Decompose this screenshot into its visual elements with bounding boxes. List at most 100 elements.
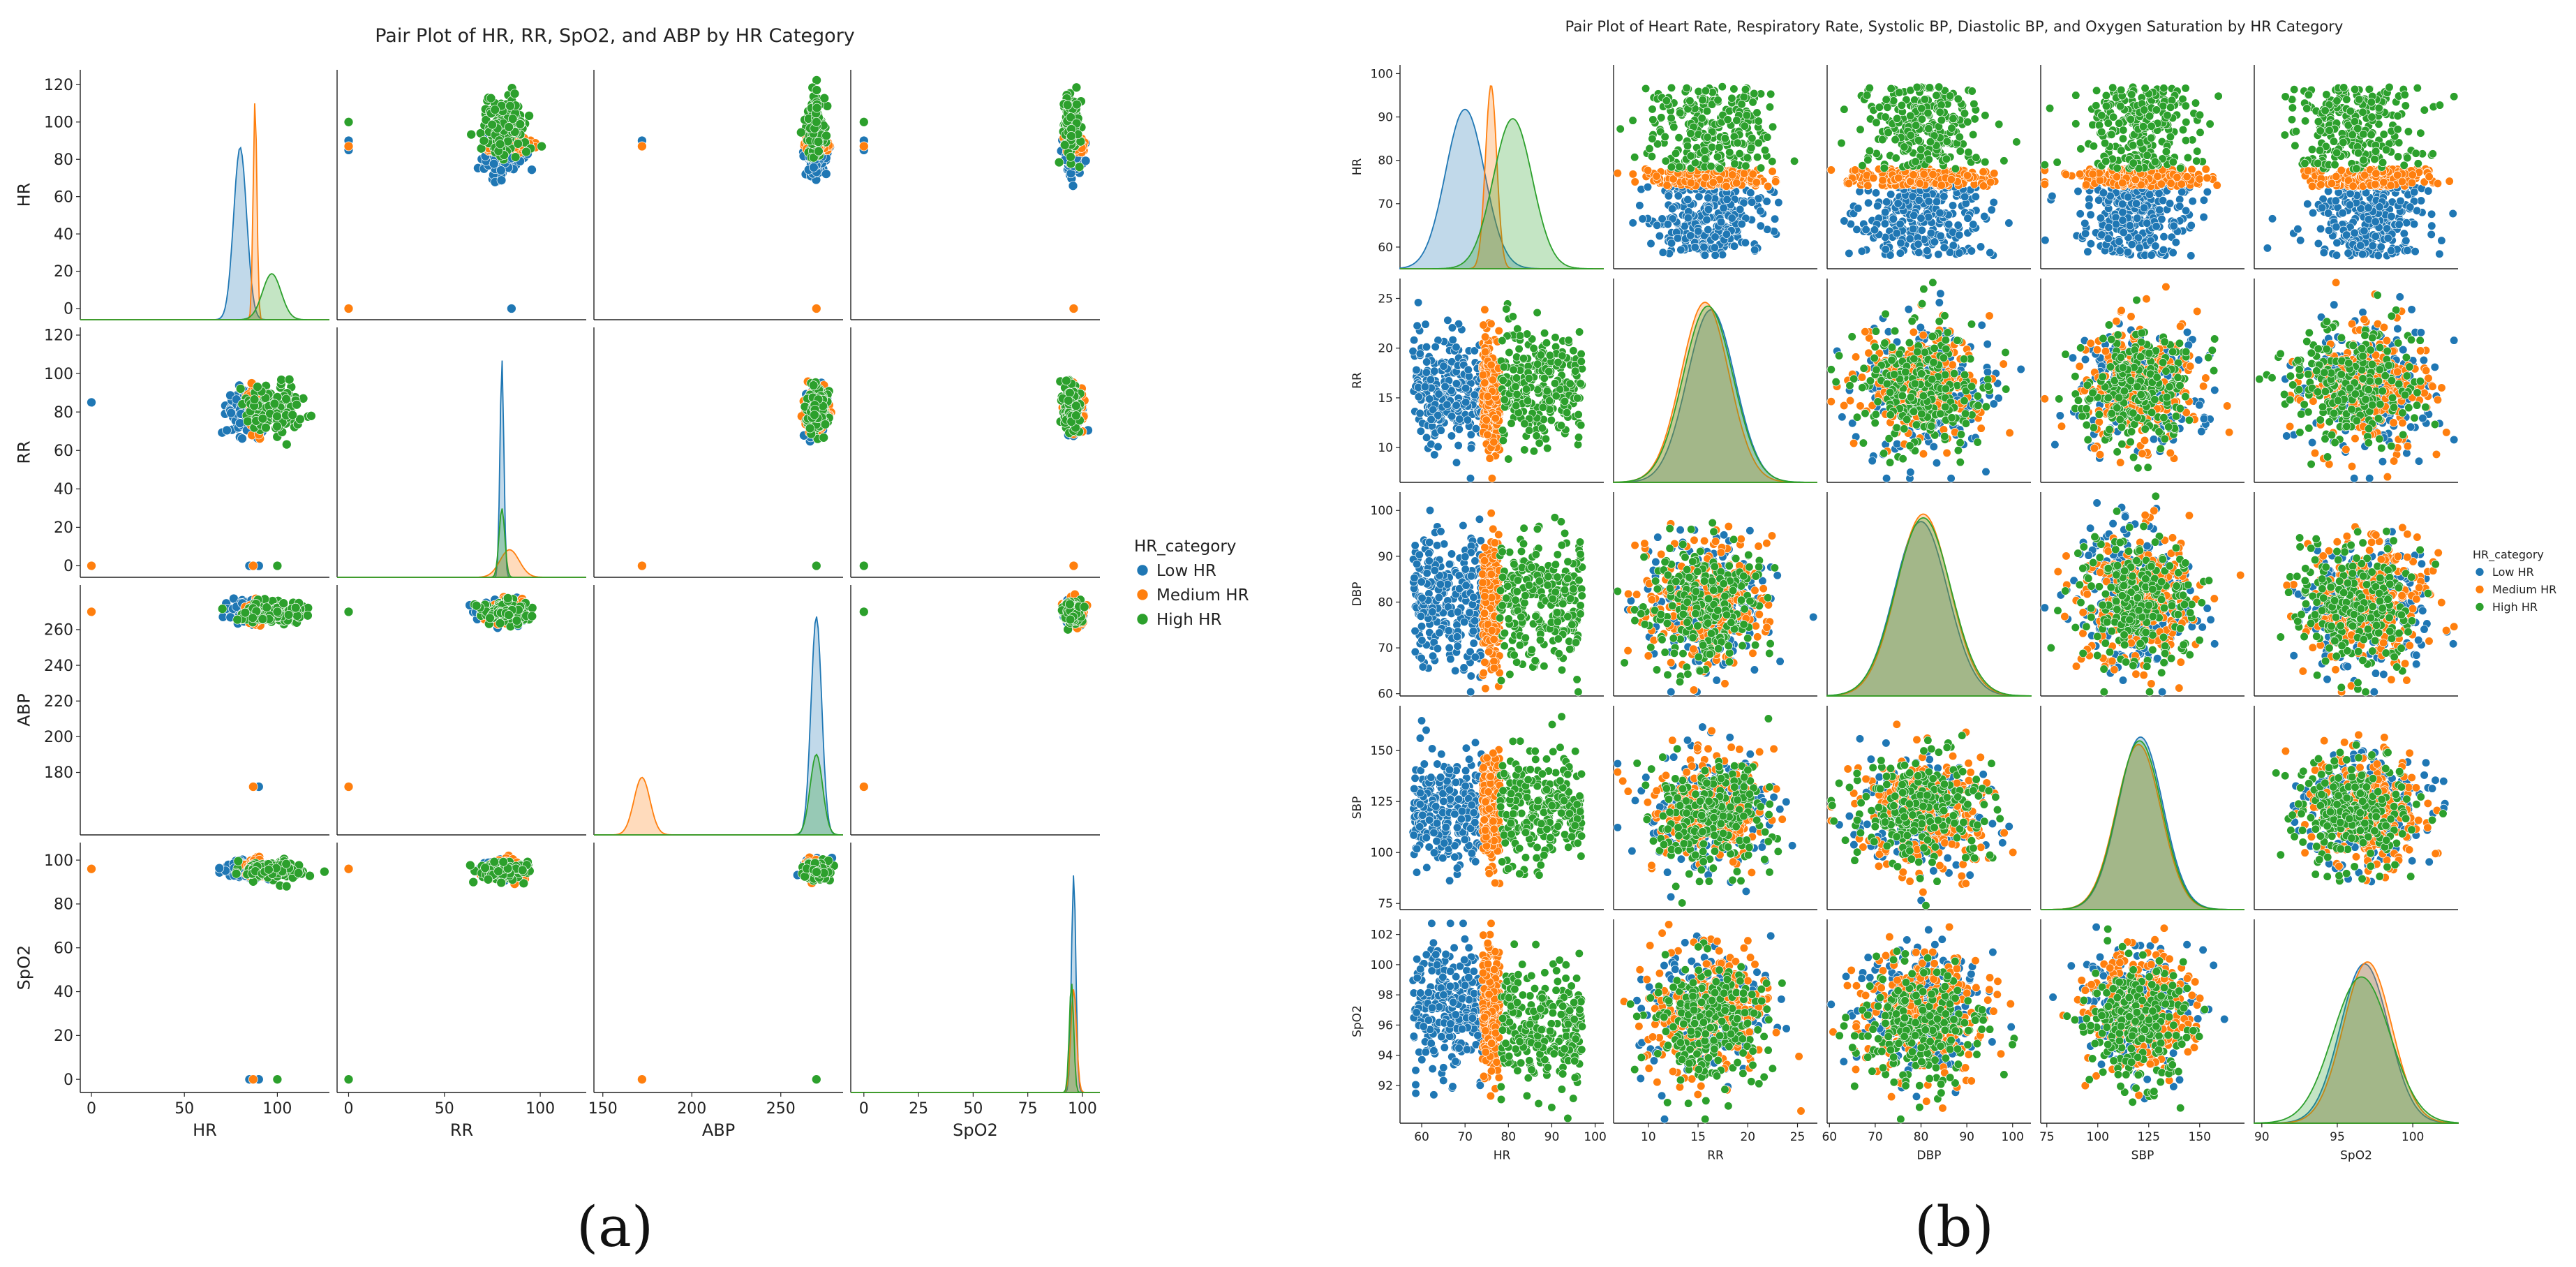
x-axis-label: RR [450,1120,473,1140]
ytick-label: 20 [54,263,73,281]
point-high-hr [1066,615,1075,624]
point-high-hr [258,614,267,623]
point-high-hr [496,618,505,628]
point-high-hr [320,867,329,876]
point-outlier [87,398,96,407]
point-high-hr [1075,163,1084,172]
point-high-hr [822,131,831,140]
scatter-points [344,593,537,792]
scatter-points [859,376,1092,570]
point-low-hr [497,176,506,185]
point-high-hr [306,411,315,420]
point-high-hr [516,119,525,128]
kde-low-hr [594,616,843,835]
xtick-label: 0 [343,1100,353,1118]
point-high-hr [277,376,286,385]
point-high-hr [303,611,312,620]
point-high-hr [814,147,823,156]
point-high-hr [294,868,303,877]
point-high-hr [1071,411,1080,420]
point-outlier [637,142,646,151]
point-outlier [637,561,646,570]
scatter-points [859,83,1090,313]
y-axis-label: SpO2 [14,945,33,991]
point-high-hr [250,395,259,404]
scatter-points [637,853,838,1084]
cell-RR-vs-RR [337,327,586,577]
point-high-hr [505,123,514,132]
ytick-label: 180 [44,764,73,782]
ytick-label: 240 [44,658,73,675]
point-outlier [812,561,821,570]
point-high-hr [497,878,506,887]
point-outlier [812,304,821,313]
point-outlier [812,117,821,126]
point-outlier [859,117,868,126]
cell-HR-vs-SpO2 [851,70,1100,320]
point-high-hr [218,605,227,614]
point-outlier [344,864,353,873]
kde-high-hr [337,509,586,578]
point-outlier [87,561,96,570]
y-axis-label: RR [14,440,33,464]
point-high-hr [821,420,830,429]
point-high-hr [236,384,245,393]
point-high-hr [1062,376,1071,385]
point-high-hr [805,424,814,433]
cell-ABP-vs-SpO2 [851,585,1100,835]
point-high-hr [505,611,514,620]
point-high-hr [499,857,508,866]
scatter-points [87,594,313,792]
chart-title: Pair Plot of HR, RR, SpO2, and ABP by HR… [375,25,855,47]
point-high-hr [512,616,521,625]
cell-ABP-vs-ABP [594,585,843,835]
kde-low-hr [337,361,586,578]
point-outlier [344,607,353,616]
xtick-label: 100 [526,1100,555,1118]
ytick-label: 40 [54,226,73,244]
point-low-hr [1069,181,1078,191]
cell-RR-vs-SpO2 [851,327,1100,577]
ytick-label: 0 [64,1072,73,1089]
point-high-hr [288,410,297,420]
point-high-hr [262,603,271,612]
ytick-label: 20 [54,1028,73,1045]
cell-SpO2-vs-HR: 020406080100SpO20 50 100HR [14,843,329,1140]
point-high-hr [284,610,293,619]
point-high-hr [496,140,505,149]
point-high-hr [467,130,476,139]
point-outlier [248,783,258,792]
ytick-label: 20 [54,519,73,537]
point-high-hr [258,414,267,423]
point-high-hr [1071,401,1080,410]
point-high-hr [809,381,818,390]
ytick-label: 60 [54,443,73,460]
point-high-hr [1072,100,1081,109]
point-outlier [1069,304,1078,313]
point-high-hr [511,153,520,162]
xtick-label: 50 [435,1100,454,1118]
point-low-hr [238,434,247,443]
ytick-label: 200 [44,729,73,746]
point-low-hr [821,170,831,179]
scatter-points [87,852,329,1084]
point-outlier [859,561,868,570]
point-outlier [248,561,258,570]
ytick-label: 80 [54,404,73,422]
point-high-hr [522,147,531,156]
point-high-hr [486,614,495,623]
point-high-hr [1064,396,1073,405]
ytick-label: 60 [54,940,73,957]
point-high-hr [506,101,515,110]
point-outlier [273,1075,282,1084]
ytick-label: 220 [44,693,73,711]
point-low-hr [809,163,818,172]
point-outlier [248,1075,258,1084]
kde-medium-hr [80,103,329,320]
kde-low-hr [80,148,329,320]
scatter-points [344,852,534,1084]
point-high-hr [282,882,291,891]
